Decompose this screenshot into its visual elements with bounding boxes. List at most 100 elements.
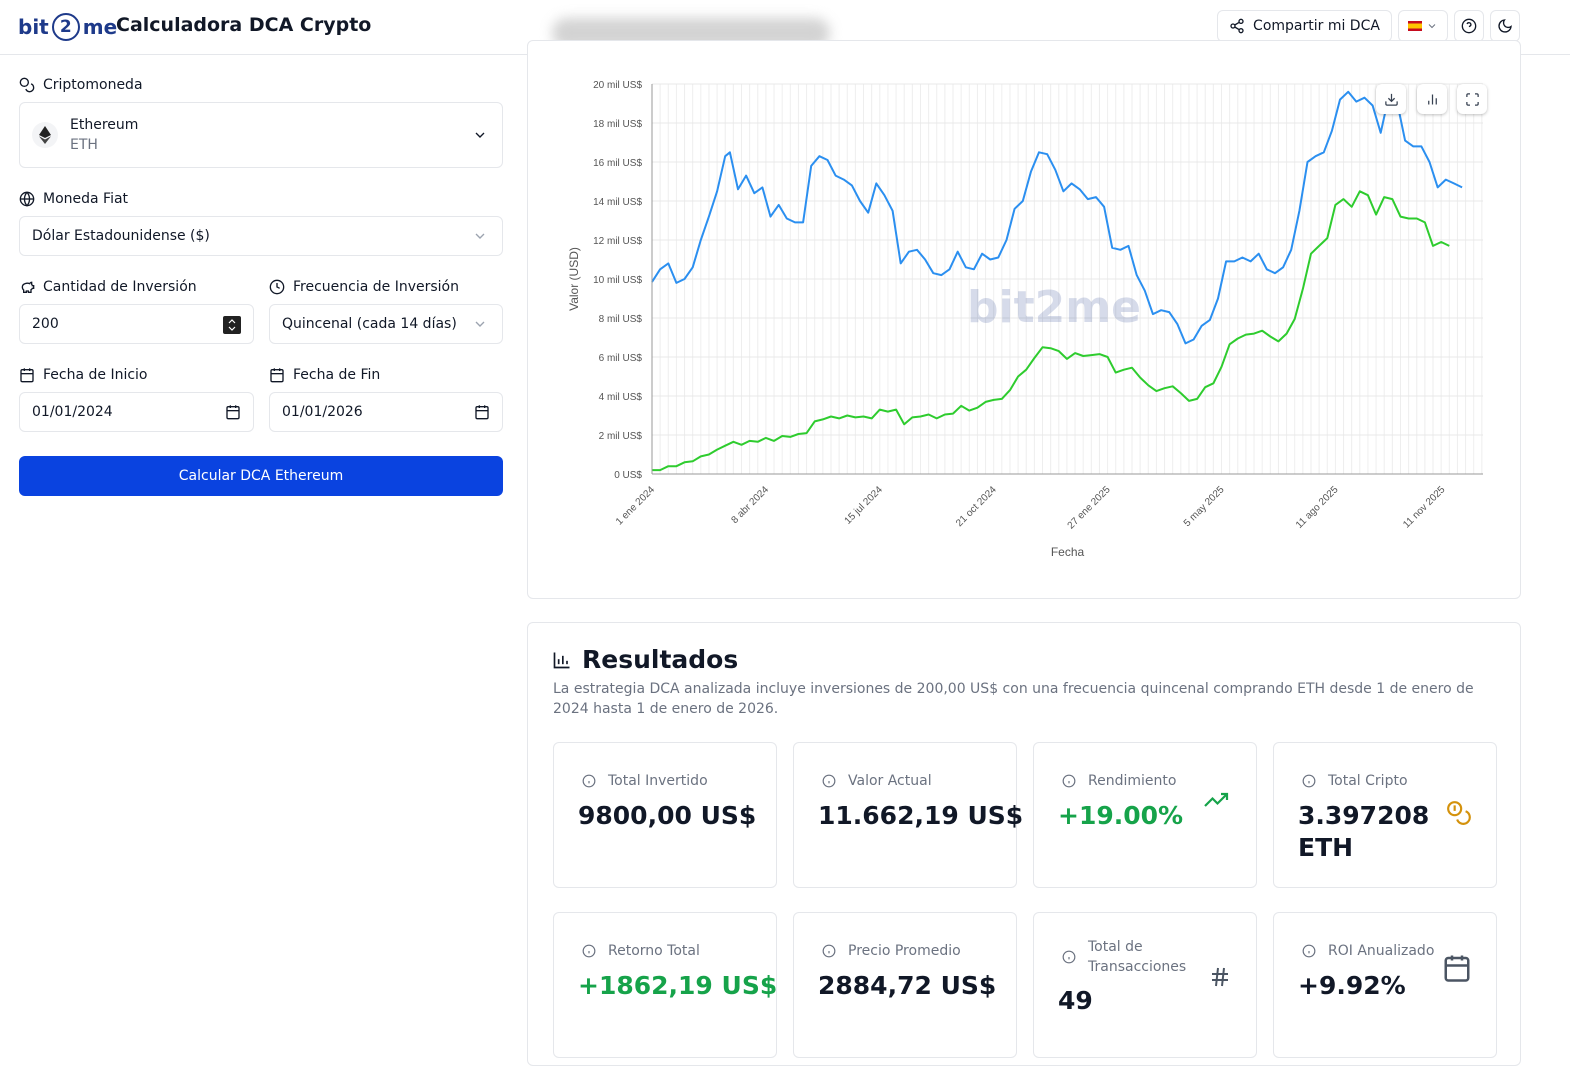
chart-card: bit2me 0 US$ 2 mil US$ 4 mil US$ 6 mil US$ 8… bbox=[527, 40, 1521, 599]
info-icon[interactable] bbox=[822, 944, 836, 958]
stat-value: 11.662,19 US$ bbox=[818, 801, 1024, 830]
amount-label-text: Cantidad de Inversión bbox=[43, 279, 197, 295]
crypto-symbol: ETH bbox=[70, 137, 98, 153]
info-icon[interactable] bbox=[822, 774, 836, 788]
crypto-select[interactable]: Ethereum ETH bbox=[19, 102, 503, 168]
share-dca-button[interactable]: Compartir mi DCA bbox=[1217, 10, 1392, 42]
stat-value: 49 bbox=[1058, 986, 1093, 1015]
stat-value-unit: ETH bbox=[1298, 833, 1354, 862]
stat-label: Total de bbox=[1088, 939, 1143, 955]
trending-up-icon bbox=[1204, 792, 1229, 807]
x-tick-label: 8 abr 2024 bbox=[729, 484, 771, 526]
stat-performance: Rendimiento +19.00% bbox=[1033, 742, 1257, 888]
end-date-label: Fecha de Fin bbox=[269, 367, 380, 383]
crypto-label-text: Criptomoneda bbox=[43, 77, 143, 93]
calendar-icon[interactable] bbox=[225, 404, 241, 420]
dark-mode-toggle[interactable] bbox=[1490, 10, 1520, 42]
x-axis-title: Fecha bbox=[1051, 545, 1085, 559]
calculate-dca-button[interactable]: Calcular DCA Ethereum bbox=[19, 456, 503, 496]
help-icon bbox=[1461, 18, 1477, 34]
share-icon bbox=[1230, 18, 1244, 34]
chevron-down-icon bbox=[475, 321, 485, 327]
x-tick-label: 21 oct 2024 bbox=[954, 484, 999, 529]
end-date-input[interactable]: 01/01/2026 bbox=[269, 392, 503, 432]
x-tick-label: 15 jul 2024 bbox=[843, 484, 886, 527]
calendar-icon[interactable] bbox=[474, 404, 490, 420]
clock-icon bbox=[269, 279, 285, 295]
piggy-bank-icon bbox=[21, 281, 35, 293]
spain-flag-icon bbox=[1408, 21, 1422, 31]
start-date-input[interactable]: 01/01/2024 bbox=[19, 392, 254, 432]
info-icon[interactable] bbox=[1302, 774, 1316, 788]
bit2me-logo[interactable]: bit 2 me bbox=[18, 12, 117, 42]
logo-text-right: me bbox=[82, 15, 118, 39]
stat-label: Retorno Total bbox=[608, 943, 700, 959]
globe-icon bbox=[19, 191, 35, 207]
fiat-select[interactable]: Dólar Estadounidense ($) bbox=[19, 216, 503, 256]
stat-value-amount: 3.397208 bbox=[1298, 801, 1430, 830]
results-heading: Resultados bbox=[552, 645, 738, 674]
y-tick-label: 4 mil US$ bbox=[599, 392, 643, 403]
start-date-label: Fecha de Inicio bbox=[19, 367, 148, 383]
amount-input[interactable]: 200 bbox=[19, 304, 254, 344]
stat-label: Total Invertido bbox=[608, 773, 708, 789]
stat-value: 9800,00 US$ bbox=[578, 801, 757, 830]
y-tick-label: 18 mil US$ bbox=[593, 119, 642, 130]
chart-type-button[interactable] bbox=[1417, 84, 1447, 114]
help-button[interactable] bbox=[1454, 10, 1484, 42]
stat-total-return: Retorno Total +1862,19 US$ bbox=[553, 912, 777, 1058]
x-tick-label: 27 ene 2025 bbox=[1066, 484, 1113, 531]
info-icon[interactable] bbox=[1062, 774, 1076, 788]
fullscreen-button[interactable] bbox=[1457, 84, 1487, 114]
download-chart-button[interactable] bbox=[1376, 84, 1406, 114]
start-date-label-text: Fecha de Inicio bbox=[43, 367, 148, 383]
end-date-label-text: Fecha de Fin bbox=[293, 367, 381, 383]
frequency-value: Quincenal (cada 14 días) bbox=[282, 316, 457, 332]
y-tick-label: 0 US$ bbox=[614, 470, 642, 481]
y-tick-label: 2 mil US$ bbox=[599, 431, 643, 442]
stat-label: Transacciones bbox=[1088, 959, 1187, 975]
info-icon[interactable] bbox=[1062, 950, 1076, 964]
dca-line-chart[interactable]: bit2me 0 US$ 2 mil US$ 4 mil US$ 6 mil US$ 8… bbox=[528, 41, 1522, 600]
y-tick-label: 6 mil US$ bbox=[599, 353, 643, 364]
stat-label: ROI Anualizado bbox=[1328, 943, 1435, 959]
stat-average-price: Precio Promedio 2884,72 US$ bbox=[793, 912, 1017, 1058]
info-icon[interactable] bbox=[582, 944, 596, 958]
series-line-invested[interactable] bbox=[652, 190, 1450, 472]
info-icon[interactable] bbox=[582, 774, 596, 788]
stat-label: Total Cripto bbox=[1328, 773, 1408, 789]
y-tick-label: 16 mil US$ bbox=[593, 158, 642, 169]
results-description: La estrategia DCA analizada incluye inve… bbox=[553, 681, 1474, 717]
series-line-value[interactable] bbox=[651, 90, 1463, 345]
y-tick-label: 10 mil US$ bbox=[593, 275, 642, 286]
download-icon bbox=[1384, 93, 1398, 106]
chart-watermark: bit2me bbox=[967, 282, 1141, 333]
results-title: Resultados bbox=[582, 645, 739, 674]
start-date-value: 01/01/2024 bbox=[32, 404, 113, 420]
frequency-select[interactable]: Quincenal (cada 14 días) bbox=[269, 304, 503, 344]
amount-label: Cantidad de Inversión bbox=[19, 279, 197, 295]
chevron-down-icon bbox=[475, 233, 485, 239]
stat-annualized-roi: ROI Anualizado +9.92% bbox=[1273, 912, 1497, 1058]
hash-icon bbox=[1212, 967, 1228, 987]
fullscreen-icon bbox=[1465, 92, 1479, 106]
calendar-icon bbox=[20, 368, 34, 383]
number-stepper-icon[interactable] bbox=[223, 316, 241, 334]
stat-value: 3.397208 ETH bbox=[1298, 800, 1429, 864]
language-selector[interactable] bbox=[1398, 10, 1448, 42]
y-tick-label: 14 mil US$ bbox=[593, 197, 642, 208]
fiat-label: Moneda Fiat bbox=[19, 191, 128, 207]
info-icon[interactable] bbox=[1302, 944, 1316, 958]
frequency-label-text: Frecuencia de Inversión bbox=[293, 279, 459, 295]
stat-value: 2884,72 US$ bbox=[818, 971, 997, 1000]
end-date-value: 01/01/2026 bbox=[282, 404, 363, 420]
results-card: Resultados La estrategia DCA analizada i… bbox=[527, 622, 1521, 1066]
crypto-name: Ethereum bbox=[70, 117, 139, 133]
y-tick-label: 12 mil US$ bbox=[593, 236, 642, 247]
stat-value: +1862,19 US$ bbox=[578, 971, 778, 1000]
chevron-down-icon bbox=[1428, 24, 1436, 29]
amount-value: 200 bbox=[32, 316, 59, 332]
x-tick-label: 11 ago 2025 bbox=[1294, 484, 1341, 531]
logo-text-left: bit bbox=[18, 15, 49, 39]
bar-chart-icon bbox=[1427, 94, 1437, 104]
